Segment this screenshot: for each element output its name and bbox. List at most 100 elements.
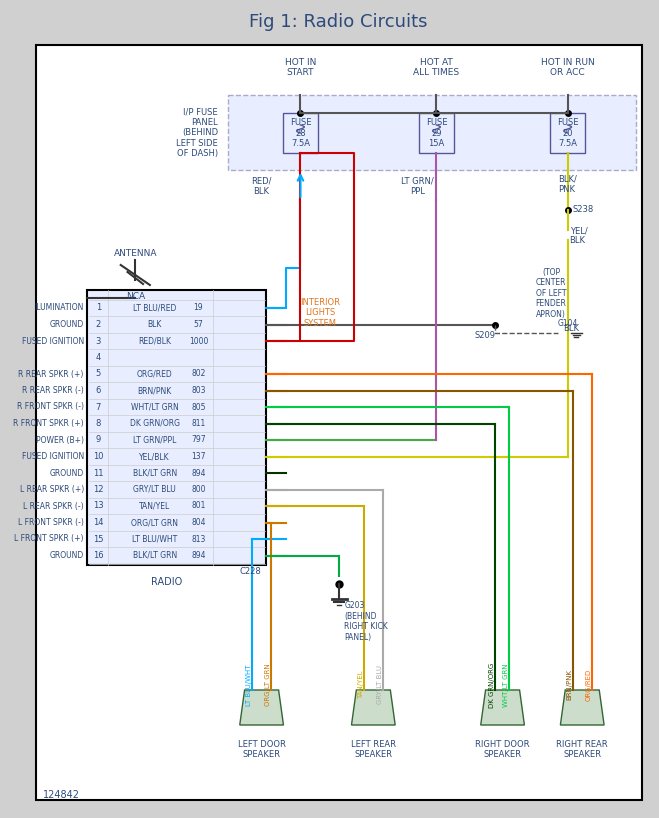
Text: 19: 19 bbox=[194, 303, 203, 312]
Text: GROUND: GROUND bbox=[49, 469, 84, 478]
Text: L REAR SPKR (+): L REAR SPKR (+) bbox=[20, 485, 84, 494]
Text: ANTENNA: ANTENNA bbox=[113, 249, 157, 258]
Text: BLK: BLK bbox=[148, 320, 162, 329]
Text: 7: 7 bbox=[96, 402, 101, 411]
Text: 805: 805 bbox=[191, 402, 206, 411]
Polygon shape bbox=[351, 690, 395, 725]
Text: HOT IN
START: HOT IN START bbox=[285, 57, 316, 77]
Text: LT GRN/PPL: LT GRN/PPL bbox=[133, 435, 177, 444]
Text: R FRONT SPKR (+): R FRONT SPKR (+) bbox=[13, 419, 84, 428]
FancyBboxPatch shape bbox=[419, 113, 454, 153]
Text: I/P FUSE
PANEL
(BEHIND
LEFT SIDE
OF DASH): I/P FUSE PANEL (BEHIND LEFT SIDE OF DASH… bbox=[176, 108, 218, 159]
Text: DK GRN/ORG: DK GRN/ORG bbox=[130, 419, 180, 428]
FancyBboxPatch shape bbox=[283, 113, 318, 153]
Polygon shape bbox=[240, 690, 283, 725]
Text: 802: 802 bbox=[191, 370, 206, 379]
FancyBboxPatch shape bbox=[227, 95, 636, 170]
Text: 894: 894 bbox=[191, 469, 206, 478]
Text: ORG/RED: ORG/RED bbox=[137, 370, 173, 379]
Text: 1000: 1000 bbox=[188, 336, 208, 345]
Text: TAN/YEL: TAN/YEL bbox=[139, 501, 171, 510]
Text: ORG/RED: ORG/RED bbox=[586, 669, 592, 701]
Text: RIGHT REAR
SPEAKER: RIGHT REAR SPEAKER bbox=[556, 740, 608, 759]
Text: G104: G104 bbox=[558, 320, 579, 329]
Text: HOT IN RUN
OR ACC: HOT IN RUN OR ACC bbox=[541, 57, 594, 77]
Text: LT BLU/WHT: LT BLU/WHT bbox=[132, 534, 177, 543]
Text: FUSED IGNITION: FUSED IGNITION bbox=[22, 336, 84, 345]
Text: 2: 2 bbox=[96, 320, 101, 329]
Text: TAN/YEL: TAN/YEL bbox=[358, 671, 364, 699]
Text: DK GRN/ORG: DK GRN/ORG bbox=[489, 663, 495, 708]
Text: Fig 1: Radio Circuits: Fig 1: Radio Circuits bbox=[249, 13, 428, 31]
Text: NCA: NCA bbox=[126, 292, 145, 301]
Text: BLK/
PNK: BLK/ PNK bbox=[558, 175, 577, 195]
Text: LT GRN/
PPL: LT GRN/ PPL bbox=[401, 177, 434, 196]
Text: 4: 4 bbox=[96, 353, 101, 362]
Text: 8: 8 bbox=[96, 419, 101, 428]
Text: 894: 894 bbox=[191, 551, 206, 560]
Text: R REAR SPKR (-): R REAR SPKR (-) bbox=[22, 386, 84, 395]
Text: FUSE
28
7.5A: FUSE 28 7.5A bbox=[290, 118, 311, 148]
Text: YEL/BLK: YEL/BLK bbox=[140, 452, 170, 461]
Text: C228: C228 bbox=[240, 567, 262, 576]
Text: S209: S209 bbox=[474, 330, 496, 339]
Text: 5: 5 bbox=[96, 370, 101, 379]
Polygon shape bbox=[480, 690, 525, 725]
Text: HOT AT
ALL TIMES: HOT AT ALL TIMES bbox=[413, 57, 459, 77]
Text: 10: 10 bbox=[93, 452, 103, 461]
Text: R REAR SPKR (+): R REAR SPKR (+) bbox=[18, 370, 84, 379]
Text: 804: 804 bbox=[191, 518, 206, 527]
Text: POWER (B+): POWER (B+) bbox=[36, 435, 84, 444]
Text: WHT/LT GRN: WHT/LT GRN bbox=[503, 663, 509, 707]
Text: GROUND: GROUND bbox=[49, 551, 84, 560]
Text: RED/
BLK: RED/ BLK bbox=[251, 177, 272, 196]
Text: 813: 813 bbox=[191, 534, 206, 543]
Text: FUSED IGNITION: FUSED IGNITION bbox=[22, 452, 84, 461]
Text: GRY/LT BLU: GRY/LT BLU bbox=[377, 666, 383, 704]
Text: G203
(BEHIND
RIGHT KICK
PANEL): G203 (BEHIND RIGHT KICK PANEL) bbox=[344, 601, 388, 641]
Text: YEL/
BLK: YEL/ BLK bbox=[569, 226, 587, 245]
Text: 57: 57 bbox=[194, 320, 204, 329]
Text: 12: 12 bbox=[93, 485, 103, 494]
Text: L REAR SPKR (-): L REAR SPKR (-) bbox=[23, 501, 84, 510]
Text: R FRONT SPKR (-): R FRONT SPKR (-) bbox=[16, 402, 84, 411]
Text: GRY/LT BLU: GRY/LT BLU bbox=[133, 485, 176, 494]
Text: BLK: BLK bbox=[563, 324, 579, 333]
Text: 9: 9 bbox=[96, 435, 101, 444]
Text: LEFT DOOR
SPEAKER: LEFT DOOR SPEAKER bbox=[238, 740, 285, 759]
Text: S238: S238 bbox=[573, 205, 594, 214]
Text: BLK/LT GRN: BLK/LT GRN bbox=[132, 551, 177, 560]
Text: LT BLU/WHT: LT BLU/WHT bbox=[246, 664, 252, 706]
Text: 797: 797 bbox=[191, 435, 206, 444]
Text: RIGHT DOOR
SPEAKER: RIGHT DOOR SPEAKER bbox=[475, 740, 530, 759]
Text: RED/BLK: RED/BLK bbox=[138, 336, 171, 345]
Text: 124842: 124842 bbox=[43, 790, 80, 800]
Text: 801: 801 bbox=[191, 501, 206, 510]
Text: 800: 800 bbox=[191, 485, 206, 494]
Text: 3: 3 bbox=[96, 336, 101, 345]
Text: 15: 15 bbox=[93, 534, 103, 543]
Text: 1: 1 bbox=[96, 303, 101, 312]
Text: L FRONT SPKR (-): L FRONT SPKR (-) bbox=[18, 518, 84, 527]
Text: INTERIOR
LIGHTS
SYSTEM: INTERIOR LIGHTS SYSTEM bbox=[300, 298, 340, 328]
Text: BRN/PNK: BRN/PNK bbox=[138, 386, 172, 395]
Text: ILUMINATION: ILUMINATION bbox=[34, 303, 84, 312]
Text: ORG/LT GRN: ORG/LT GRN bbox=[266, 663, 272, 706]
Text: 137: 137 bbox=[191, 452, 206, 461]
Text: 6: 6 bbox=[96, 386, 101, 395]
Text: 14: 14 bbox=[93, 518, 103, 527]
Text: WHT/LT GRN: WHT/LT GRN bbox=[131, 402, 179, 411]
Text: FUSE
20
7.5A: FUSE 20 7.5A bbox=[557, 118, 579, 148]
Text: BLK/LT GRN: BLK/LT GRN bbox=[132, 469, 177, 478]
Text: BRN/PNK: BRN/PNK bbox=[567, 669, 573, 700]
Text: 13: 13 bbox=[93, 501, 103, 510]
Text: 16: 16 bbox=[93, 551, 103, 560]
Polygon shape bbox=[560, 690, 604, 725]
FancyBboxPatch shape bbox=[550, 113, 585, 153]
FancyBboxPatch shape bbox=[36, 45, 641, 800]
Text: GROUND: GROUND bbox=[49, 320, 84, 329]
Text: RADIO: RADIO bbox=[152, 577, 183, 587]
Text: FUSE
29
15A: FUSE 29 15A bbox=[426, 118, 447, 148]
Text: ORG/LT GRN: ORG/LT GRN bbox=[131, 518, 178, 527]
Text: L FRONT SPKR (+): L FRONT SPKR (+) bbox=[14, 534, 84, 543]
